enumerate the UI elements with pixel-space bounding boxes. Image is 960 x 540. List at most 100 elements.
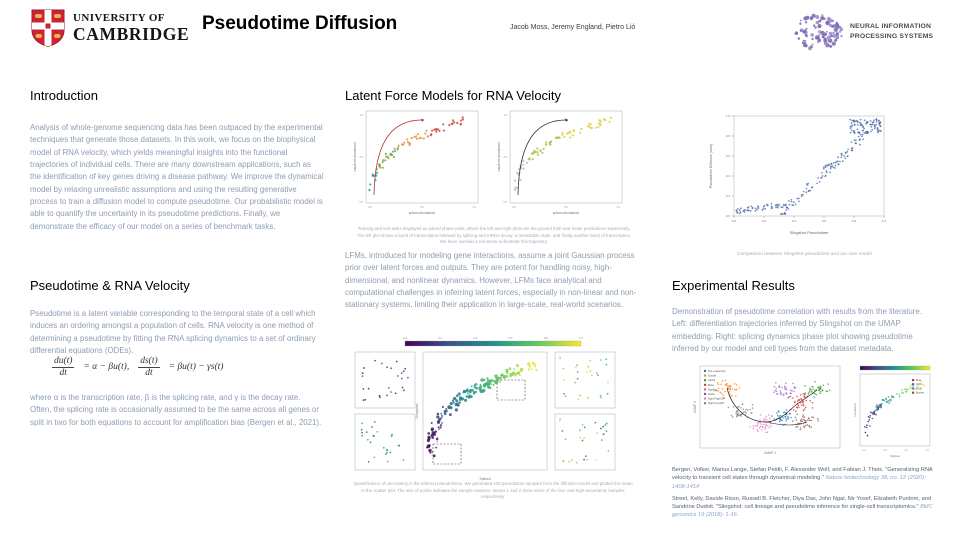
svg-text:Pseudotime Diffusion (ours): Pseudotime Diffusion (ours) (709, 144, 713, 188)
uncertainty-caption: Quantification of uncertainty in the inf… (353, 481, 633, 500)
svg-text:Ngn3 low EP: Ngn3 low EP (708, 401, 724, 405)
svg-text:0.6: 0.6 (509, 336, 513, 340)
svg-text:0.4: 0.4 (726, 174, 731, 178)
cambridge-wordmark: UNIVERSITY OF CAMBRIDGE (73, 12, 189, 45)
svg-text:0.2: 0.2 (726, 194, 731, 198)
lfm-heading: Latent Force Models for RNA Velocity (345, 88, 562, 103)
svg-text:0.2: 0.2 (762, 219, 767, 223)
svg-text:1.0: 1.0 (882, 219, 887, 223)
svg-text:spliced abundance: spliced abundance (409, 211, 436, 215)
svg-text:Ngn3 high EP: Ngn3 high EP (708, 397, 725, 401)
phase-plots-svg: 0.0 0.5 1.0 0.0 0.5 1.0 spliced abundance unspl… (353, 110, 623, 215)
svg-text:0.5: 0.5 (883, 449, 887, 452)
lfm-body: LFMs, introduced for modeling gene inter… (345, 251, 637, 310)
svg-text:0.6: 0.6 (726, 154, 731, 158)
ref1-authors-title: Bergen, Volker, Marius Lange, Stefan Pei… (672, 467, 933, 482)
svg-text:0.2: 0.2 (438, 336, 442, 340)
svg-text:Alpha: Alpha (916, 383, 923, 386)
svg-text:0.0: 0.0 (726, 214, 731, 218)
svg-text:0.5: 0.5 (503, 155, 507, 159)
eq-denominator-2: dt (145, 367, 153, 378)
pseudotime-heading: Pseudotime & RNA Velocity (30, 278, 190, 293)
comparison-svg: 0.0 0.2 0.4 0.6 0.8 1.0 0.0 0.2 0.4 0.6 0.8 1.0 Slin… (709, 114, 887, 235)
neurips-wordmark: NEURAL INFORMATION PROCESSING SYSTEMS (850, 22, 933, 41)
svg-text:0.5: 0.5 (420, 205, 424, 209)
phase-plots-figure: 0.0 0.5 1.0 0.0 0.5 1.0 spliced abundance unspl… (352, 107, 636, 230)
svg-text:Pre-endocrine: Pre-endocrine (708, 369, 726, 373)
results-body: Demonstration of pseudotime correlation … (672, 307, 922, 353)
svg-text:Spliced: Spliced (890, 454, 900, 458)
fraction-du-dt: du(t) dt (52, 356, 75, 379)
svg-text:Beta: Beta (708, 383, 714, 387)
experiment-figure: Pre-endocrine Ductal Alpha Beta Epsilon Delta… (672, 360, 940, 467)
reference-1: Bergen, Volker, Marius Lange, Stefan Pei… (672, 466, 938, 491)
cambridge-text: CAMBRIDGE (73, 23, 190, 44)
svg-text:0.8: 0.8 (544, 336, 548, 340)
pseudotime-after-equation: where α is the transcription rate, β is … (30, 393, 322, 427)
experiment-svg: Pre-endocrineDuctalAlphaBetaEpsilonDelta… (693, 365, 931, 458)
uncertainty-figure: 0.0 0.2 0.4 0.6 0.8 1.0 1 2 1 2 Spliced Unspliced (345, 334, 641, 489)
references: Bergen, Volker, Marius Lange, Stefan Pei… (672, 466, 938, 524)
svg-text:1.0: 1.0 (503, 113, 507, 117)
svg-text:1.0: 1.0 (904, 449, 908, 452)
reference-2: Street, Kelly, Davide Risso, Russell B. … (672, 495, 938, 520)
svg-text:1: 1 (436, 438, 439, 443)
uncertainty-svg: 0.0 0.2 0.4 0.6 0.8 1.0 1 2 1 2 Spliced Unspliced (354, 336, 616, 481)
svg-text:0.4: 0.4 (473, 336, 477, 340)
svg-text:UMAP 1: UMAP 1 (764, 451, 776, 455)
ref1-journal: Nature biotechnology (825, 475, 880, 482)
svg-text:spliced abundance: spliced abundance (553, 211, 580, 215)
svg-text:0.0: 0.0 (368, 205, 372, 209)
phase-plots-caption: Training and test tasks displayed as pai… (356, 226, 632, 245)
ref2-authors-title: Street, Kelly, Davide Risso, Russell B. … (672, 495, 932, 511)
svg-text:0.5: 0.5 (564, 205, 568, 209)
eq-numerator-2: ds(t) (138, 356, 160, 368)
svg-text:Unspliced: Unspliced (853, 403, 857, 417)
comparison-caption: Comparison between Slingshot pseudotime … (737, 252, 873, 257)
svg-text:0.4: 0.4 (792, 219, 797, 223)
fraction-ds-dt: ds(t) dt (138, 356, 160, 379)
svg-text:Epsilon: Epsilon (708, 387, 718, 391)
svg-text:Beta: Beta (916, 379, 922, 382)
neurips-logo: NEURAL INFORMATION PROCESSING SYSTEMS (793, 9, 933, 55)
svg-text:1.0: 1.0 (472, 205, 476, 209)
ref2-journal: BMC genomics (672, 504, 933, 519)
svg-text:Slingshot Pseudotime: Slingshot Pseudotime (790, 230, 829, 235)
svg-text:0.0: 0.0 (503, 200, 507, 204)
ref2-tail: 19 (2018): 1-16. (696, 512, 739, 519)
pseudotime-body: Pseudotime is a latent variable correspo… (30, 309, 316, 355)
university-of-text: UNIVERSITY OF (73, 11, 165, 24)
svg-text:Delta: Delta (708, 392, 715, 396)
svg-text:0.5: 0.5 (359, 155, 363, 159)
ode-equation: du(t) dt = α − βu(t), ds(t) dt = βu(t) −… (52, 356, 223, 379)
svg-text:Epsilon: Epsilon (916, 392, 925, 395)
intro-heading: Introduction (30, 88, 98, 103)
svg-text:2: 2 (500, 374, 503, 379)
poster-title: Pseudotime Diffusion (202, 13, 398, 34)
svg-text:Ductal: Ductal (708, 374, 716, 378)
svg-text:0.6: 0.6 (822, 219, 827, 223)
eq-numerator-1: du(t) (52, 356, 75, 368)
svg-text:1.5: 1.5 (925, 449, 929, 452)
svg-text:1: 1 (559, 356, 561, 360)
svg-text:0.0: 0.0 (359, 200, 363, 204)
svg-text:0.0: 0.0 (732, 219, 737, 223)
cambridge-shield-icon (31, 9, 65, 48)
comparison-figure: 0.0 0.2 0.4 0.6 0.8 1.0 0.0 0.2 0.4 0.6 0.8 1.0 Slin… (698, 110, 908, 247)
results-heading: Experimental Results (672, 278, 795, 293)
svg-text:unspliced abundance: unspliced abundance (497, 142, 501, 172)
svg-text:Alpha: Alpha (708, 378, 716, 382)
svg-text:0.0: 0.0 (512, 205, 516, 209)
eq-rhs-2: = βu(t) − γs(t) (168, 362, 224, 373)
neurips-dots-icon (794, 13, 843, 51)
svg-text:1.0: 1.0 (616, 205, 620, 209)
svg-text:0.8: 0.8 (726, 134, 731, 138)
svg-text:Delta: Delta (916, 387, 922, 390)
neurips-line2: PROCESSING SYSTEMS (850, 33, 934, 40)
svg-text:1.0: 1.0 (726, 114, 731, 118)
svg-text:0.0: 0.0 (862, 449, 866, 452)
poster-authors: Jacob Moss, Jeremy England, Pietro Lió (510, 24, 636, 31)
svg-text:UMAP 2: UMAP 2 (693, 401, 697, 413)
ref1-tail: 38, no. 12 (2020): 1408-1414 (672, 475, 926, 490)
